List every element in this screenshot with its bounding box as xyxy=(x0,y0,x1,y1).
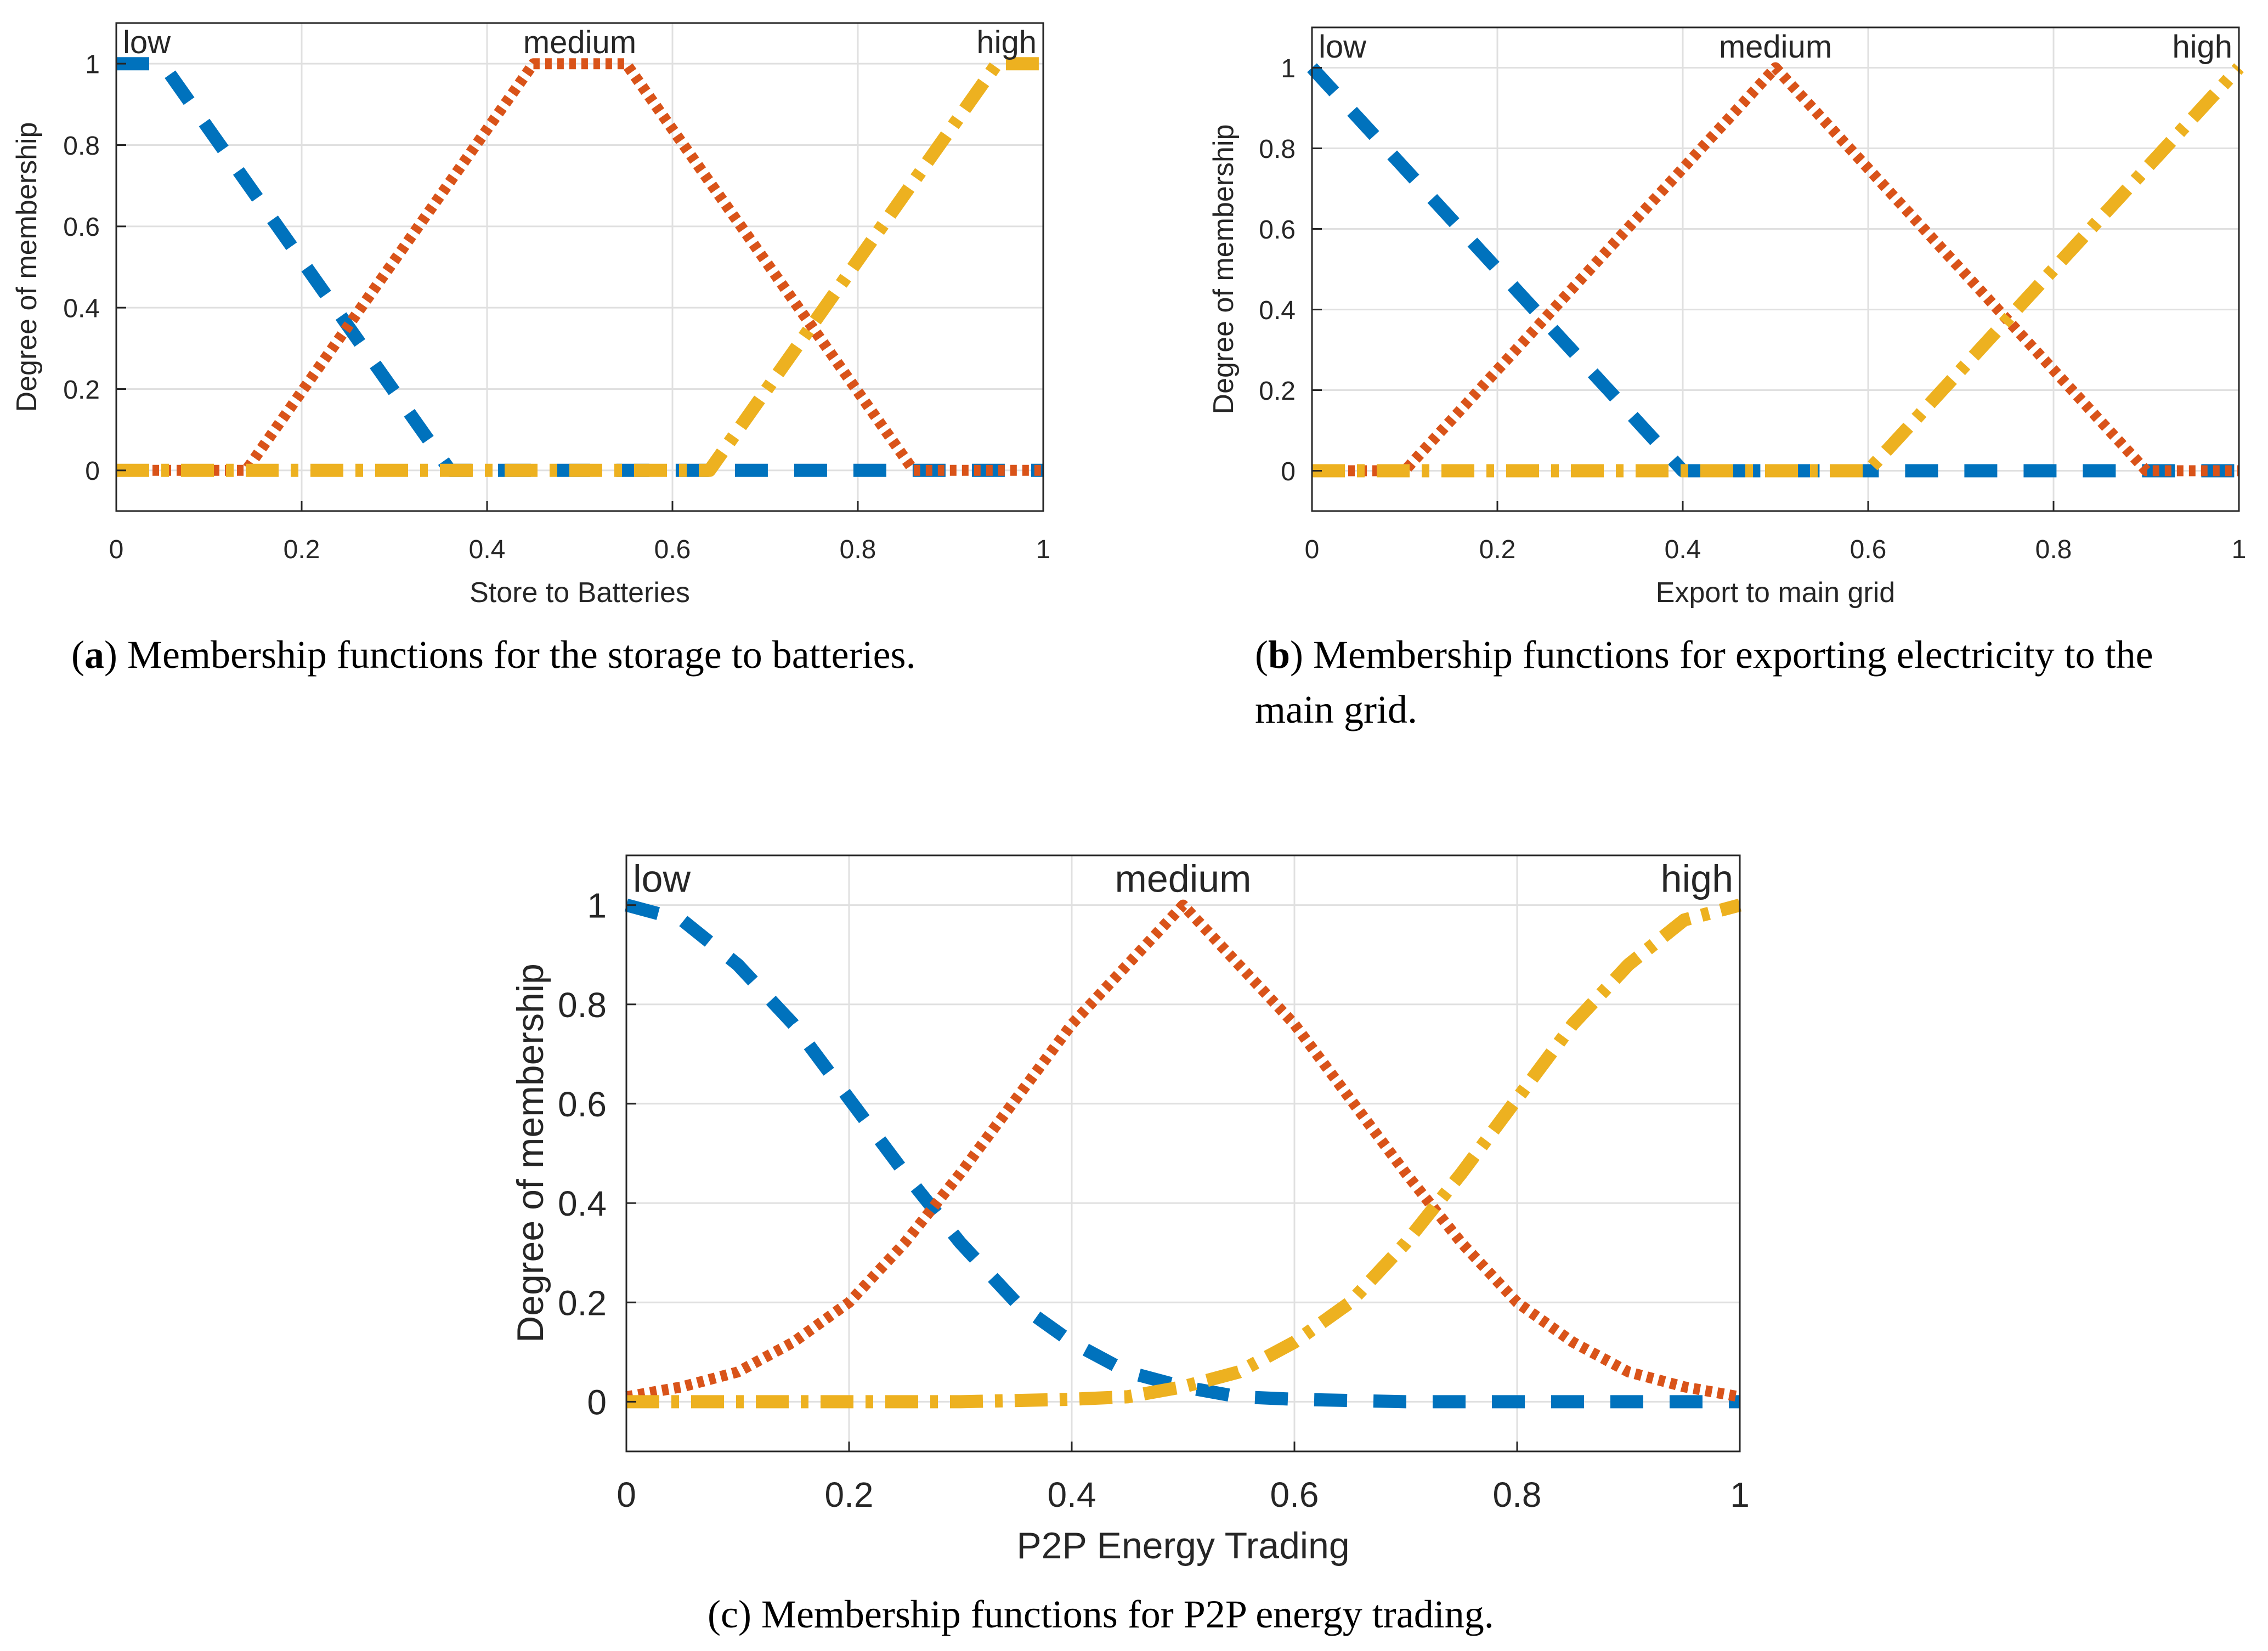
y-axis-label: Degree of membership xyxy=(510,963,551,1343)
x-tick-label: 0.6 xyxy=(654,535,691,564)
mf-label-low: low xyxy=(1319,29,1367,65)
caption-b-line2: main grid. xyxy=(1255,688,1417,731)
mf-label-high: high xyxy=(1661,858,1733,900)
caption-a-label: a xyxy=(84,633,104,677)
panel-c: 0 0.2 0.4 0.6 0.8 1 0 0.2 0.4 0.6 0.8 1 low medium hig… xyxy=(510,854,1750,1567)
y-tick-label: 0.6 xyxy=(63,213,100,242)
mf-label-high: high xyxy=(2172,29,2232,65)
x-axis-label: P2P Energy Trading xyxy=(1016,1525,1349,1567)
caption-c-label: c xyxy=(721,1592,738,1636)
y-tick-label: 0.6 xyxy=(558,1085,607,1124)
series-line-medium xyxy=(116,58,1043,476)
caption-c: (c) Membership functions for P2P energy … xyxy=(708,1592,1494,1636)
mf-label-high: high xyxy=(976,25,1037,60)
y-axis-label: Degree of membership xyxy=(1208,124,1240,415)
caption-c-text: ) Membership functions for P2P energy tr… xyxy=(738,1592,1494,1636)
mf-label-medium: medium xyxy=(523,25,636,60)
mf-label-medium: medium xyxy=(1719,29,1832,65)
x-tick-label: 0 xyxy=(1305,535,1320,564)
y-tick-label: 0.2 xyxy=(63,376,100,405)
x-tick-label: 0.8 xyxy=(840,535,876,564)
y-tick-label: 0 xyxy=(1281,457,1296,486)
y-tick-label: 0 xyxy=(85,457,100,486)
grid xyxy=(115,23,1044,511)
caption-a: (a) Membership functions for the storage… xyxy=(71,633,916,677)
y-tick-label: 0.8 xyxy=(63,132,100,161)
y-tick-label: 0.8 xyxy=(1259,135,1296,164)
grid xyxy=(1311,27,2240,511)
y-tick-label: 1 xyxy=(85,50,100,79)
series-line-medium xyxy=(625,899,1741,1403)
series-line-high xyxy=(626,899,1742,1409)
plot-frame xyxy=(115,22,1044,512)
x-tick-label: 0.2 xyxy=(1479,535,1516,564)
y-tick-label: 0.4 xyxy=(1259,296,1296,325)
plot-frame xyxy=(625,854,1741,1453)
caption-b-line1: (b) Membership functions for exporting e… xyxy=(1255,633,2153,677)
y-tick-label: 1 xyxy=(1281,54,1296,83)
y-axis-label: Degree of membership xyxy=(11,122,43,412)
series-line-low xyxy=(116,57,1043,477)
mf-label-low: low xyxy=(633,858,691,900)
x-tick-label: 0.2 xyxy=(825,1475,874,1514)
y-tick-label: 0.4 xyxy=(558,1184,607,1223)
series-line-low xyxy=(624,899,1740,1409)
y-tick-label: 0.2 xyxy=(1259,377,1296,406)
x-axis-label: Store to Batteries xyxy=(470,577,690,609)
x-tick-label: 0 xyxy=(109,535,124,564)
caption-a-text: ) Membership functions for the storage t… xyxy=(104,633,916,677)
panel-a: 0 0.2 0.4 0.6 0.8 1 0 0.2 0.4 0.6 0.8 1 low medium hig… xyxy=(11,22,1051,609)
y-tick-label: 0.8 xyxy=(558,985,607,1025)
x-tick-label: 0.8 xyxy=(1493,1475,1542,1514)
x-tick-label: 0.6 xyxy=(1850,535,1887,564)
x-tick-label: 0.4 xyxy=(1665,535,1701,564)
panel-b: 0 0.2 0.4 0.6 0.8 1 0 0.2 0.4 0.6 0.8 1 low medium hig… xyxy=(1208,26,2247,609)
y-tick-label: 0 xyxy=(587,1382,607,1422)
series-line-high xyxy=(116,57,1043,477)
y-tick-label: 0.2 xyxy=(558,1283,607,1323)
x-axis-label: Export to main grid xyxy=(1656,577,1895,609)
y-tick-label: 1 xyxy=(587,886,607,926)
grid xyxy=(625,855,1741,1451)
series-line-medium xyxy=(1312,62,2239,476)
series-line-high xyxy=(1312,63,2244,478)
x-tick-label: 0.4 xyxy=(469,535,506,564)
x-tick-label: 0.2 xyxy=(284,535,320,564)
y-tick-label: 0.4 xyxy=(63,294,100,323)
plot-frame xyxy=(1311,26,2240,512)
x-tick-label: 0.8 xyxy=(2035,535,2072,564)
x-tick-label: 1 xyxy=(1730,1475,1750,1514)
x-tick-label: 0.4 xyxy=(1048,1475,1096,1514)
series-line-low xyxy=(1307,63,2239,478)
caption-b-label: b xyxy=(1268,633,1290,677)
x-tick-label: 0.6 xyxy=(1270,1475,1319,1514)
x-tick-label: 1 xyxy=(2232,535,2247,564)
caption-b-text-line1: ) Membership functions for exporting ele… xyxy=(1290,633,2153,677)
x-tick-label: 0 xyxy=(617,1475,636,1514)
mf-label-medium: medium xyxy=(1115,858,1252,900)
x-tick-label: 1 xyxy=(1036,535,1051,564)
y-tick-label: 0.6 xyxy=(1259,215,1296,245)
mf-label-low: low xyxy=(123,25,171,60)
